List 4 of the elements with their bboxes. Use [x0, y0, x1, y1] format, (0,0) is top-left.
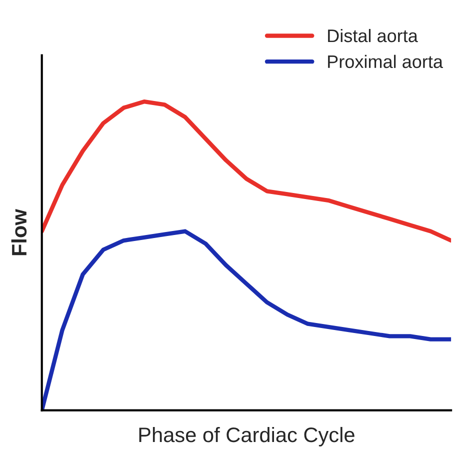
x-axis-title: Phase of Cardiac Cycle [139, 426, 354, 446]
legend-label: Proximal aorta [328, 54, 443, 68]
legend-label: Distal aorta [328, 28, 418, 42]
y-axis-title: Flow [11, 209, 27, 256]
